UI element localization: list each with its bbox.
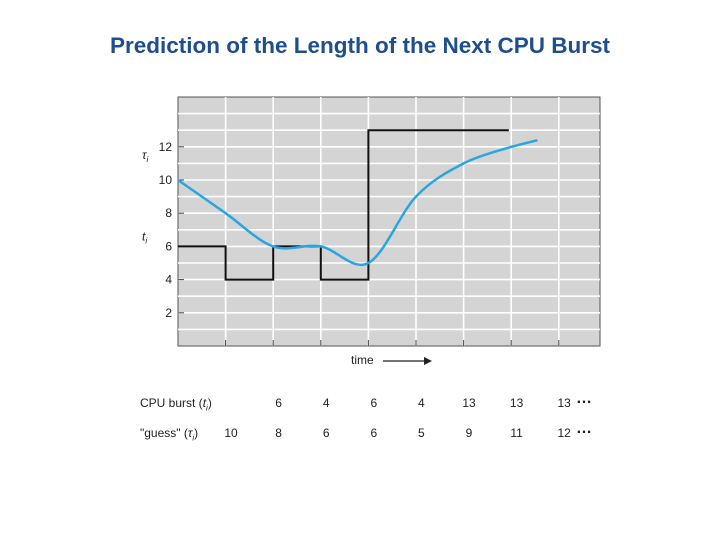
table-row-label: CPU burst (ti) [140, 396, 212, 413]
y-tick-label: 4 [165, 273, 172, 287]
table-cell: 13 [509, 396, 524, 410]
table-cell: 5 [418, 426, 425, 440]
table-cell: 6 [322, 426, 330, 440]
y-tick-label: 10 [159, 173, 173, 187]
cpu-burst-series-line [178, 129, 509, 281]
table-cell: 13 [462, 396, 476, 410]
table-cell: 12 [557, 426, 571, 440]
table-ellipsis: … [576, 390, 593, 407]
table-ellipsis: … [576, 420, 593, 437]
y-axis-label-tau: τi [142, 148, 149, 164]
table-cell: 4 [418, 396, 425, 410]
y-tick-label: 2 [165, 306, 172, 320]
y-tick-label: 12 [159, 140, 173, 154]
y-tick-label: 6 [165, 239, 172, 253]
y-axis-label-t: ti [142, 229, 147, 245]
table-cell: 9 [465, 426, 473, 440]
table-cell: 10 [224, 426, 238, 440]
x-tick-marks [225, 340, 560, 346]
slide-title: Prediction of the Length of the Next CPU… [109, 33, 610, 58]
table-row-label: "guess" (τi) [140, 426, 199, 443]
table-cell: 4 [322, 396, 330, 410]
table-cell: 6 [275, 396, 282, 410]
y-tick-label: 8 [165, 206, 172, 220]
table-cell: 11 [510, 426, 523, 440]
x-axis-label: time [351, 353, 374, 367]
time-arrow [383, 357, 432, 365]
guess-series-line [177, 138, 538, 267]
table-cell: 8 [275, 426, 282, 440]
table-cell: 13 [557, 396, 571, 410]
grid-lines [178, 97, 600, 346]
plot-background [177, 96, 601, 347]
table-cell: 6 [370, 426, 378, 440]
table-cell: 6 [370, 396, 378, 410]
